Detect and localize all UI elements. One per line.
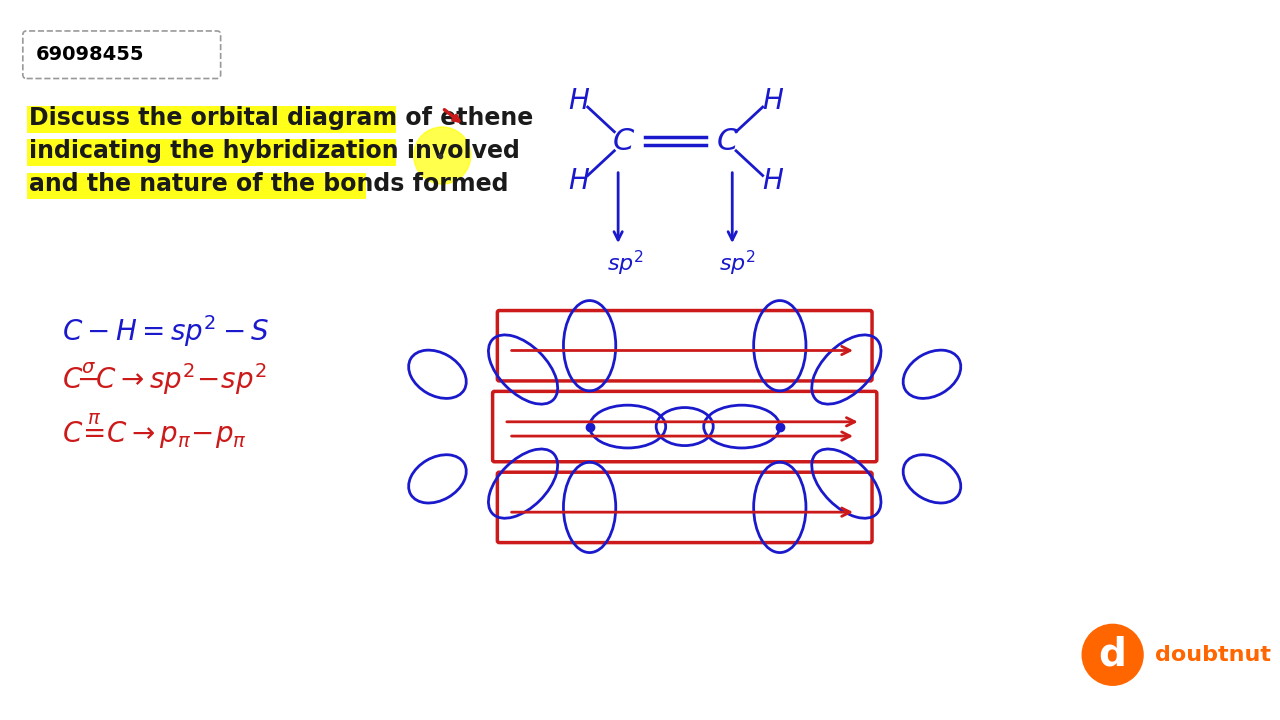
Text: 69098455: 69098455 [36,45,145,64]
FancyBboxPatch shape [27,140,396,166]
Circle shape [413,127,471,184]
Text: C: C [717,127,739,156]
Text: $C\!\overset{\sigma}{-}\!C \rightarrow sp^2\!-\!sp^2$: $C\!\overset{\sigma}{-}\!C \rightarrow s… [61,361,266,397]
Text: H: H [568,167,589,195]
Text: d: d [1098,636,1126,674]
FancyBboxPatch shape [27,106,396,132]
Text: $sp^2$: $sp^2$ [607,248,644,278]
FancyBboxPatch shape [27,173,366,199]
Text: and the nature of the bonds formed: and the nature of the bonds formed [28,172,508,196]
Text: indicating the hybridization involved: indicating the hybridization involved [28,139,520,163]
Text: Discuss the orbital diagram of ethene: Discuss the orbital diagram of ethene [28,106,532,130]
Text: doubtnut: doubtnut [1156,645,1271,665]
Text: $C\!\overset{\pi}{=}\!C \rightarrow p_{\pi}\!-\!p_{\pi}$: $C\!\overset{\pi}{=}\!C \rightarrow p_{\… [61,412,247,451]
Circle shape [1082,624,1143,685]
Text: H: H [762,167,782,195]
Text: H: H [568,87,589,115]
Text: C: C [612,127,634,156]
FancyBboxPatch shape [23,31,220,78]
Text: $sp^2$: $sp^2$ [719,248,756,278]
Text: $C - H = sp^2 - S$: $C - H = sp^2 - S$ [61,313,270,349]
Text: H: H [762,87,782,115]
